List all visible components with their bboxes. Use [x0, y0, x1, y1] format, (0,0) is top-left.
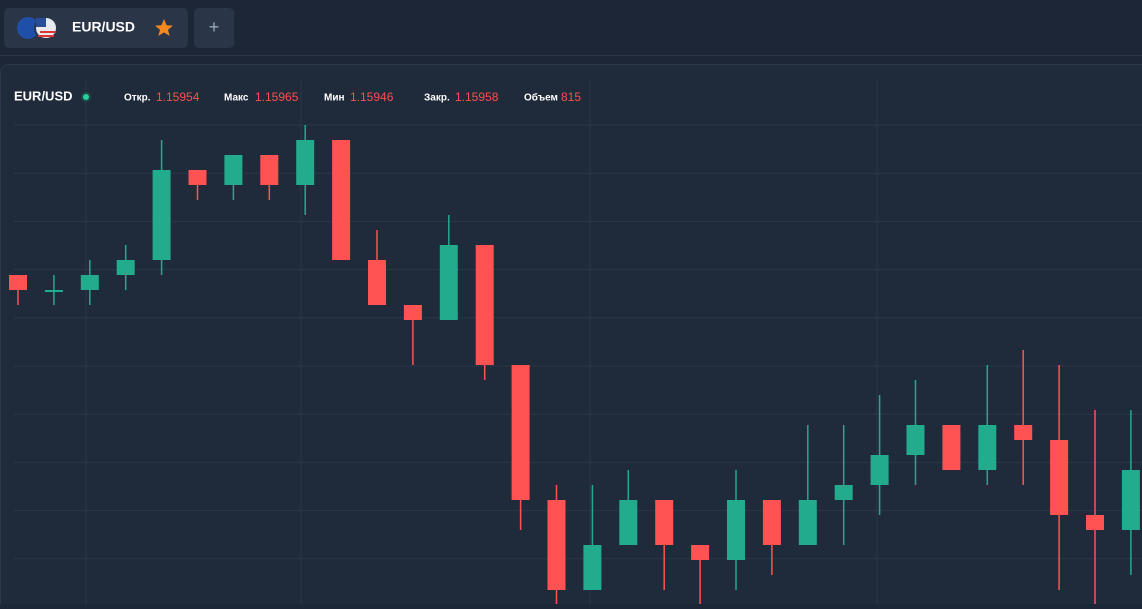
candle-body — [583, 545, 601, 590]
legend-label: Закр. — [424, 93, 450, 104]
candle-body — [907, 425, 925, 455]
us-flag-canton — [36, 18, 46, 27]
add-icon[interactable]: + — [209, 17, 220, 37]
candle-body — [153, 170, 171, 260]
candle-body — [1122, 470, 1140, 530]
candle-body — [871, 455, 889, 485]
candle-body — [332, 140, 350, 260]
candle-body — [835, 485, 853, 500]
candle-body — [368, 260, 386, 305]
candle-body — [1014, 425, 1032, 440]
candle-body — [512, 365, 530, 500]
legend-label: Макс — [224, 93, 249, 104]
asset-tab[interactable]: EUR/USD — [4, 8, 188, 48]
chart-panel — [1, 65, 1142, 605]
candle-body — [404, 305, 422, 320]
live-dot — [82, 93, 90, 101]
candle-body — [691, 545, 709, 560]
candle-body — [1050, 440, 1068, 515]
candle-body — [440, 245, 458, 320]
us-flag-stripe — [38, 35, 54, 37]
candle-body — [9, 275, 27, 290]
candle-body — [548, 500, 566, 590]
legend-value: 1.15954 — [156, 90, 200, 104]
candle-body — [799, 500, 817, 545]
candle-body — [1086, 515, 1104, 530]
candle-body — [224, 155, 242, 185]
legend-value: 1.15965 — [255, 90, 299, 104]
candle-body — [655, 500, 673, 545]
legend-label: Объем — [524, 92, 558, 104]
candle-body — [763, 500, 781, 545]
candle-body — [189, 170, 207, 185]
us-flag-stripe — [40, 31, 56, 33]
legend-label: Мин — [324, 93, 345, 104]
legend-value: 815 — [561, 90, 581, 104]
candle-body — [296, 140, 314, 185]
legend-symbol: EUR/USD — [14, 88, 73, 103]
add-tab-button[interactable]: + — [194, 8, 234, 48]
legend-value: 1.15958 — [455, 90, 499, 104]
tab-symbol[interactable]: EUR/USD — [72, 19, 135, 35]
candle-body — [45, 290, 63, 292]
legend-label: Откр. — [124, 93, 151, 104]
candle-body — [260, 155, 278, 185]
candle-body — [942, 425, 960, 470]
candle-body — [978, 425, 996, 470]
legend-value: 1.15946 — [350, 90, 394, 104]
candle-body — [619, 500, 637, 545]
candle-body — [117, 260, 135, 275]
candle-body — [81, 275, 99, 290]
candle-body — [727, 500, 745, 560]
candle-body — [476, 245, 494, 365]
